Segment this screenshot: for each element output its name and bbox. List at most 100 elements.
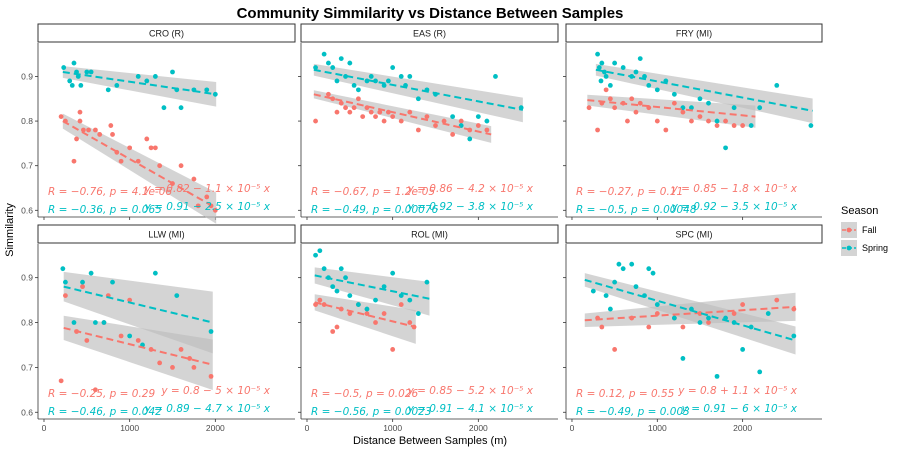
regression-line-fall xyxy=(313,93,492,136)
data-point-spring xyxy=(338,56,344,62)
facet-strip-label: FRY (MI) xyxy=(676,29,712,39)
data-point-spring xyxy=(450,114,456,120)
data-point-fall xyxy=(77,118,83,124)
data-point-fall xyxy=(157,163,163,169)
data-point-fall xyxy=(680,324,686,330)
confidence-band-fall xyxy=(62,113,217,224)
data-point-spring xyxy=(208,329,214,334)
data-point-spring xyxy=(697,96,703,102)
correlation-annotation-fall: R = 0.12, p = 0.55 xyxy=(576,388,675,400)
correlation-annotation-fall: R = −0.76, p = 4.1e-06 xyxy=(48,186,172,198)
data-point-spring xyxy=(697,320,703,325)
data-point-fall xyxy=(80,284,85,290)
data-point-fall xyxy=(697,114,703,120)
data-point-fall xyxy=(390,114,396,120)
data-point-fall xyxy=(108,123,114,128)
data-point-fall xyxy=(118,158,124,164)
data-point-fall xyxy=(603,87,609,93)
facet-strip xyxy=(37,224,296,244)
equation-annotation-fall: y = 0.85 − 5.2 × 10⁻⁵ x xyxy=(407,385,534,397)
data-point-fall xyxy=(731,311,737,316)
data-point-fall xyxy=(731,123,737,128)
data-point-spring xyxy=(680,356,686,361)
regression-line-spring xyxy=(63,285,213,324)
data-point-fall xyxy=(317,297,323,303)
data-point-fall xyxy=(407,320,413,325)
confidence-band-fall xyxy=(314,294,416,344)
data-point-fall xyxy=(92,127,98,133)
data-point-spring xyxy=(671,91,677,97)
facet-panel: LLW (MI) 0.6 0.7 0.8 0.9 0 1000 2000 R = −0.25, … xyxy=(21,224,296,433)
facet-strip xyxy=(37,23,296,43)
legend-label-fall: Fall xyxy=(862,225,877,235)
data-point-fall xyxy=(791,306,797,312)
x-tick-label: 2000 xyxy=(206,423,225,433)
data-point-fall xyxy=(723,118,728,124)
data-point-spring xyxy=(88,270,94,276)
data-point-fall xyxy=(607,96,613,102)
data-point-fall xyxy=(135,338,141,343)
data-point-spring xyxy=(620,65,626,70)
data-point-spring xyxy=(595,51,600,57)
data-point-fall xyxy=(187,356,193,361)
data-point-fall xyxy=(144,136,150,142)
data-point-spring xyxy=(178,105,184,111)
data-point-fall xyxy=(330,329,336,334)
data-point-spring xyxy=(338,266,344,272)
data-point-spring xyxy=(368,74,374,79)
correlation-annotation-spring: R = −0.49, p = 0.00076 xyxy=(311,204,438,216)
regression-line-fall xyxy=(314,301,417,328)
data-point-fall xyxy=(441,118,447,124)
x-tick-label: 0 xyxy=(570,423,575,433)
facet-strip xyxy=(300,23,559,43)
equation-annotation-fall: y = 0.86 − 4.2 × 10⁻⁵ x xyxy=(407,183,534,195)
data-point-fall xyxy=(646,324,652,330)
data-point-spring xyxy=(101,320,107,325)
data-point-spring xyxy=(390,65,396,70)
x-tick-label: 0 xyxy=(305,423,310,433)
data-point-spring xyxy=(612,279,618,285)
data-point-spring xyxy=(390,270,396,276)
y-tick-label: 0.6 xyxy=(21,205,33,215)
data-point-spring xyxy=(407,74,413,79)
data-point-fall xyxy=(381,118,387,124)
regression-line-spring xyxy=(313,68,524,111)
data-point-fall xyxy=(212,207,218,213)
data-point-spring xyxy=(602,69,607,75)
data-point-fall xyxy=(77,109,83,115)
data-point-spring xyxy=(740,347,746,352)
data-point-spring xyxy=(92,320,98,325)
facet-strip xyxy=(565,224,823,244)
data-point-fall xyxy=(415,127,421,133)
y-tick-label: 0.9 xyxy=(21,273,33,283)
equation-annotation-fall: y = 0.82 − 1.1 × 10⁻⁵ x xyxy=(144,183,271,195)
data-point-fall xyxy=(654,118,660,124)
regression-line-spring xyxy=(595,68,813,112)
regression-line-spring xyxy=(314,274,430,300)
data-point-fall xyxy=(689,118,694,124)
y-tick-label: 0.9 xyxy=(21,71,33,81)
data-point-spring xyxy=(69,82,75,88)
legend-point-spring xyxy=(846,245,852,251)
data-point-spring xyxy=(144,78,150,84)
data-point-fall xyxy=(629,96,635,102)
data-point-fall xyxy=(377,109,383,115)
data-point-spring xyxy=(63,279,68,285)
data-point-spring xyxy=(424,279,430,285)
data-point-fall xyxy=(424,114,430,120)
data-point-spring xyxy=(84,69,90,75)
data-point-spring xyxy=(723,145,728,151)
data-point-spring xyxy=(607,306,613,312)
data-point-fall xyxy=(118,333,124,339)
data-point-spring xyxy=(415,96,421,102)
facet-panel: CRO (R) 0.6 0.7 0.8 0.9 R = −0.76, p = 4.1e-0… xyxy=(21,23,296,224)
data-point-fall xyxy=(355,96,361,102)
data-point-spring xyxy=(161,105,167,111)
data-point-spring xyxy=(620,266,626,272)
data-point-fall xyxy=(135,158,141,164)
data-point-spring xyxy=(321,51,327,57)
data-point-spring xyxy=(80,279,85,285)
data-point-spring xyxy=(612,60,618,66)
